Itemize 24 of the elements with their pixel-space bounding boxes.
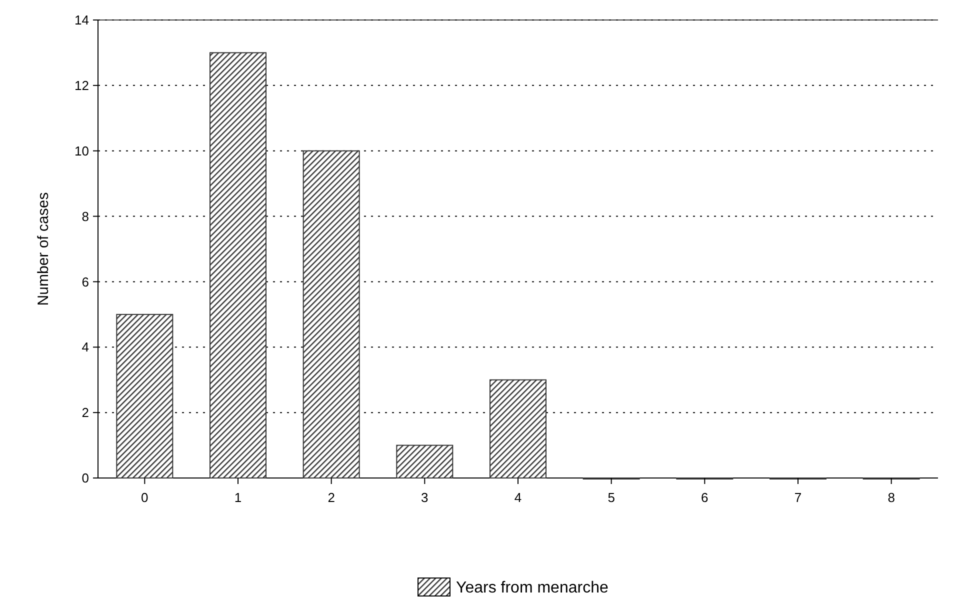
y-tick-label: 6 [82,274,89,290]
y-tick-label: 4 [82,340,89,355]
x-tick-label: 4 [514,490,522,505]
y-tick-label: 12 [74,78,89,93]
x-tick-label: 0 [141,490,148,505]
x-tick-label: 6 [701,490,708,505]
x-tick-label: 5 [608,490,615,505]
x-tick-label: 1 [234,490,242,505]
y-tick-label: 8 [82,208,89,224]
y-tick-label: 2 [82,405,89,420]
y-tick-label: 0 [82,470,89,486]
y-tick-label: 14 [74,12,89,28]
legend-label: Years from menarche [456,580,608,597]
x-tick-label: 3 [421,490,428,505]
y-axis-title: Number of cases [35,192,52,306]
bar [116,314,174,478]
bar [210,52,266,478]
x-tick-label: 7 [794,490,802,505]
y-tick-label: 10 [74,143,89,158]
x-tick-label: 8 [888,490,895,505]
bar [302,150,360,478]
bar [396,444,454,478]
bar [490,379,546,478]
x-tick-label: 2 [328,490,335,505]
